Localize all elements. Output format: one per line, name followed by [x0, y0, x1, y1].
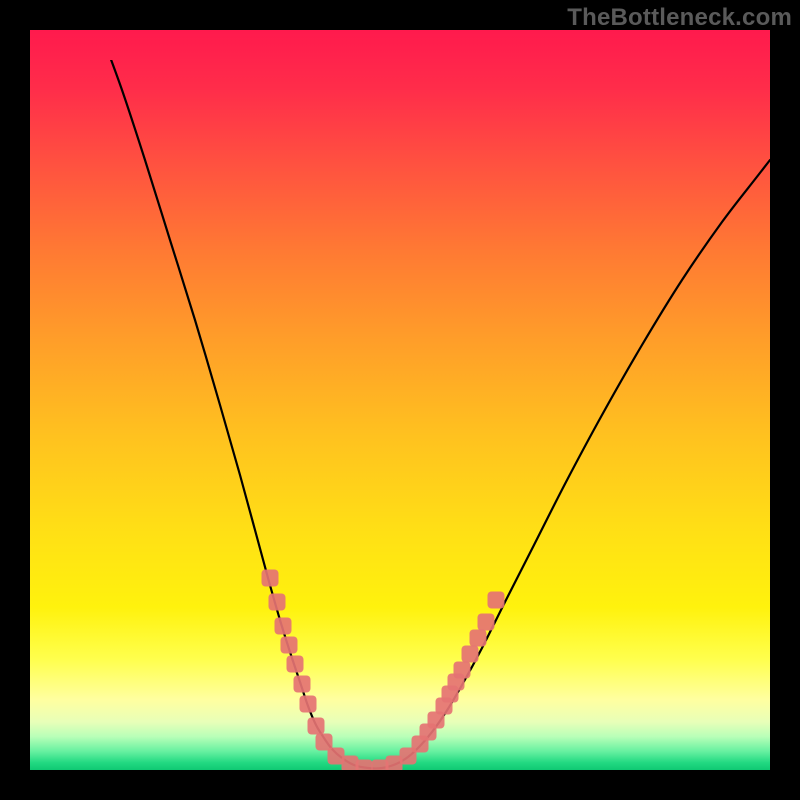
curve-marker — [454, 662, 471, 679]
curve-marker — [269, 594, 286, 611]
plot-background — [30, 30, 770, 770]
bottleneck-chart — [0, 0, 800, 800]
curve-marker — [287, 656, 304, 673]
curve-marker — [294, 676, 311, 693]
curve-marker — [488, 592, 505, 609]
curve-marker — [275, 618, 292, 635]
curve-marker — [300, 696, 317, 713]
curve-marker — [308, 718, 325, 735]
chart-stage: TheBottleneck.com — [0, 0, 800, 800]
curve-marker — [462, 646, 479, 663]
curve-marker — [478, 614, 495, 631]
curve-marker — [356, 760, 373, 777]
curve-marker — [470, 630, 487, 647]
curve-marker — [262, 570, 279, 587]
curve-marker — [281, 637, 298, 654]
